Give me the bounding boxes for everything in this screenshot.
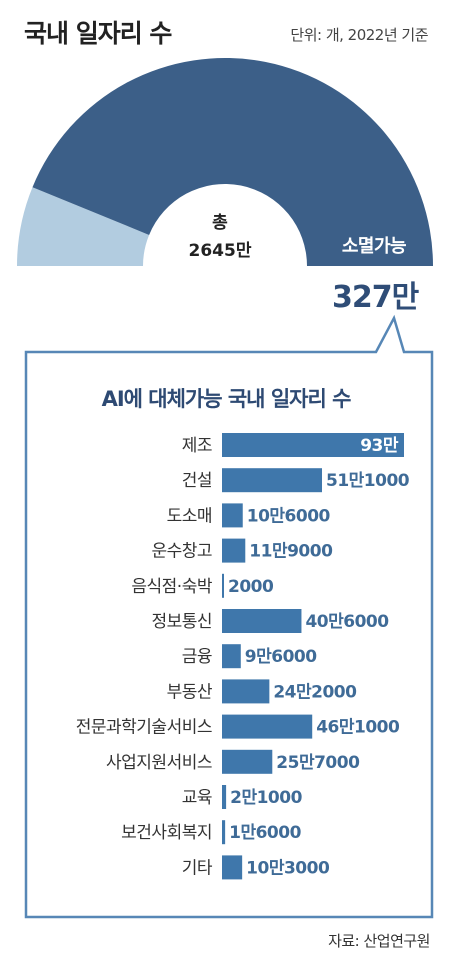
bar	[222, 538, 246, 563]
bar	[222, 785, 227, 809]
bar	[222, 573, 224, 598]
value-label: 2000	[228, 577, 274, 597]
value-label: 10만3000	[246, 858, 330, 878]
bar	[222, 468, 323, 493]
value-label: 10만6000	[247, 506, 331, 526]
category-label: 제조	[182, 436, 212, 456]
bar	[222, 503, 243, 528]
value-label: 40만6000	[305, 612, 389, 632]
bar	[222, 433, 404, 457]
category-label: 운수창고	[151, 542, 212, 562]
category-label: 금융	[182, 647, 212, 667]
value-label: 11만9000	[249, 542, 333, 562]
category-label: 부동산	[167, 682, 213, 702]
bar	[222, 820, 226, 845]
bar	[222, 749, 273, 774]
category-label: 교육	[182, 788, 212, 808]
bar	[222, 855, 243, 880]
donut-segment-total	[17, 187, 150, 266]
category-label: 음식점·숙박	[131, 577, 212, 597]
category-label: 기타	[182, 858, 213, 878]
category-label: 보건사회복지	[121, 823, 212, 843]
value-label: 51만1000	[326, 471, 410, 491]
category-label: 전문과학기술서비스	[76, 718, 212, 738]
chart-title: 국내 일자리 수	[24, 19, 172, 48]
value-label: 25만7000	[276, 753, 360, 773]
bar	[222, 714, 313, 739]
bar	[222, 609, 302, 633]
donut-vulnerable-value: 327만	[332, 280, 419, 315]
donut-chart	[17, 57, 433, 267]
bar	[222, 644, 241, 669]
category-label: 도소매	[167, 506, 212, 526]
bar	[222, 679, 270, 704]
donut-total-label: 총	[212, 213, 228, 233]
value-label: 24만2000	[273, 682, 357, 702]
unit-note: 단위: 개, 2022년 기준	[290, 26, 428, 44]
donut-segment-vulnerable	[32, 57, 433, 267]
donut-total-value: 2645만	[188, 241, 252, 261]
value-label: 1만6000	[229, 823, 301, 843]
value-label: 93만	[360, 436, 399, 456]
donut-vulnerable-label: 소멸가능	[341, 236, 407, 257]
bar-chart-title: AI에 대체가능 국내 일자리 수	[101, 387, 352, 411]
value-label: 46만1000	[316, 718, 400, 738]
source-note: 자료: 산업연구원	[328, 932, 430, 950]
category-label: 사업지원서비스	[106, 753, 212, 773]
category-label: 건설	[182, 471, 212, 491]
value-label: 9만6000	[245, 647, 317, 667]
category-label: 정보통신	[151, 612, 212, 632]
value-label: 2만1000	[230, 788, 302, 808]
